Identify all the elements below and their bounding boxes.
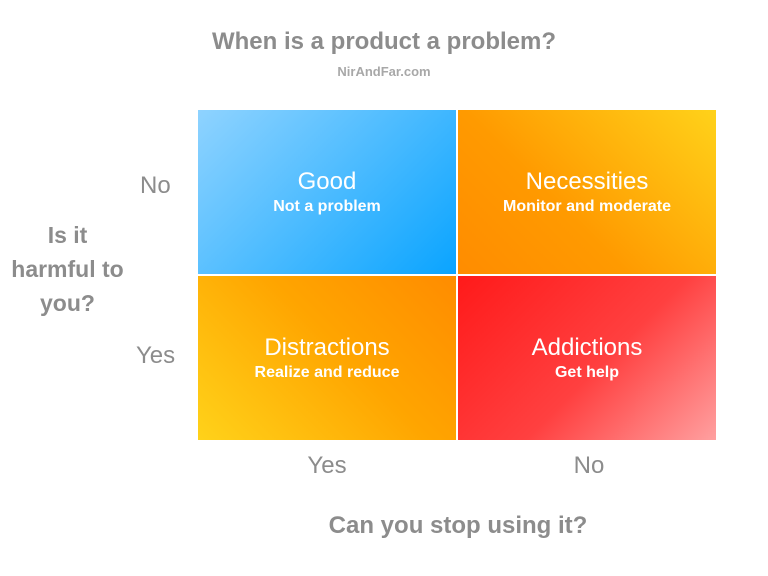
quadrant-subtitle: Get help: [554, 364, 619, 381]
title: When is a product a problem?: [211, 28, 557, 55]
quadrant: Necessities Monitor and moderate: [458, 110, 716, 274]
x-tick-label: Yes: [307, 452, 347, 479]
x-axis-label: Can you stop using it?: [328, 512, 588, 539]
quadrant: Addictions Get help: [458, 276, 716, 440]
quadrant-subtitle: Not a problem: [273, 198, 381, 215]
quadrant-title: Good: [297, 168, 357, 195]
quadrant: Good Not a problem: [198, 110, 456, 274]
y-axis-label: Is it harmful to you?: [11, 222, 124, 316]
y-tick-label: No: [140, 172, 171, 199]
quadrant-subtitle: Monitor and moderate: [502, 198, 671, 215]
subtitle: NirAndFar.com: [337, 64, 431, 79]
quadrant-subtitle: Realize and reduce: [254, 364, 400, 381]
quadrant-title: Distractions: [264, 334, 390, 361]
quadrant: Distractions Realize and reduce: [198, 276, 456, 440]
quadrant-title: Addictions: [531, 334, 643, 361]
quadrant-title: Necessities: [525, 168, 649, 195]
y-tick-label: Yes: [136, 342, 176, 369]
x-tick-label: No: [573, 452, 605, 479]
